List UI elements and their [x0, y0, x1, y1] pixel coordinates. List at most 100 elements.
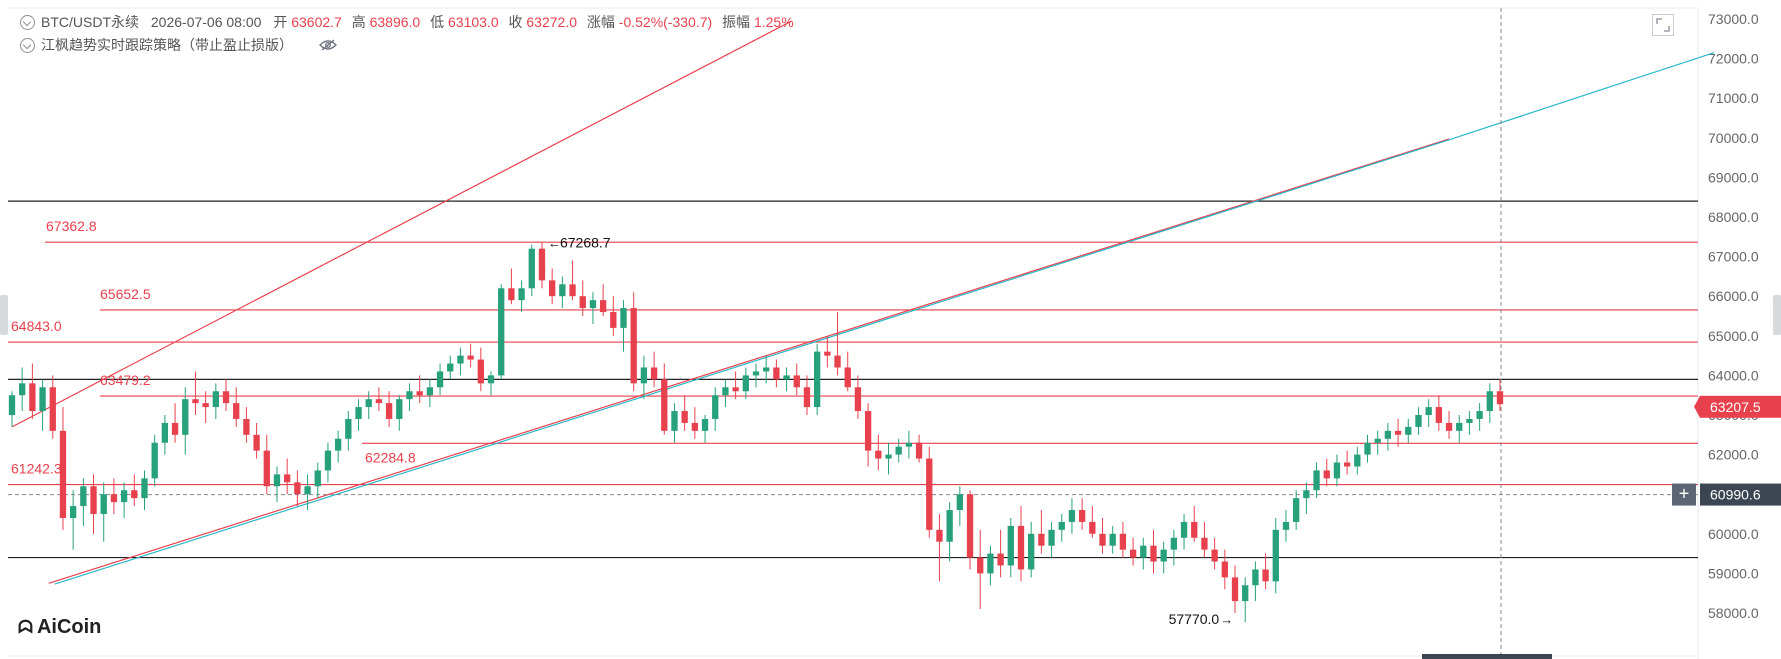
candle-body [120, 490, 128, 503]
change-label: 涨幅 [586, 14, 615, 30]
close-label: 收 [508, 14, 523, 30]
candle-body [987, 553, 994, 574]
candle-body [375, 399, 383, 404]
candle-body [895, 446, 902, 455]
candle-body [875, 450, 882, 459]
candle-body [161, 422, 169, 443]
candle-body [49, 387, 56, 431]
current-price-label: 63207.5 [1710, 399, 1761, 415]
candle-body [1099, 533, 1106, 546]
candle-body [436, 371, 444, 388]
left-resize-handle[interactable] [0, 295, 8, 335]
candle-body [1343, 462, 1351, 467]
candle-body [966, 494, 974, 558]
fullscreen-icon[interactable] [1652, 14, 1674, 36]
trend-channel-line [48, 138, 1450, 584]
candle-body [426, 387, 434, 396]
y-tick-label: 58000.0 [1708, 605, 1759, 621]
low-value: 63103.0 [448, 14, 499, 30]
candle-body [793, 375, 800, 388]
candle-body [273, 474, 281, 487]
candle-body [864, 411, 872, 451]
candle-body [1333, 462, 1341, 479]
candle-body [824, 351, 831, 356]
candle-body [1405, 426, 1412, 435]
candle-body [212, 391, 219, 408]
red-level-label: 63479.2 [100, 372, 151, 388]
candle-body [661, 379, 668, 431]
logo-text: AiCoin [36, 616, 102, 638]
candle-body [1313, 470, 1320, 491]
candle-body [355, 407, 362, 419]
amplitude-label: 振幅 [722, 14, 751, 30]
candle-body [1119, 533, 1127, 550]
red-level-label: 62284.8 [365, 449, 416, 465]
chevron-circle-icon[interactable] [20, 38, 35, 53]
candle-body [1435, 407, 1443, 423]
candle-body [447, 363, 454, 372]
candle-body [1282, 521, 1290, 530]
aicoin-logo-icon: ᗣ [18, 617, 33, 637]
candle-body [1394, 430, 1402, 435]
candle-body [1180, 521, 1188, 538]
y-tick-label: 62000.0 [1708, 447, 1759, 463]
candle-body [1456, 422, 1463, 431]
candle-body [1231, 577, 1239, 602]
candle-body [1303, 490, 1310, 499]
candle-body [732, 387, 739, 392]
high-annotation: 67268.7 [560, 235, 611, 251]
candle-body [263, 450, 270, 487]
candle-body [19, 383, 26, 396]
candle-body [783, 375, 790, 380]
candle-body [640, 367, 648, 384]
y-tick-label: 64000.0 [1708, 367, 1759, 383]
candle-body [334, 438, 342, 451]
red-level-label: 65652.5 [100, 286, 151, 302]
candle-body [1221, 561, 1228, 578]
candle-body [834, 355, 841, 368]
datetime: 2026-07-06 08:00 [150, 14, 262, 30]
open-value: 63602.7 [291, 14, 342, 30]
candle-body [538, 248, 546, 281]
y-tick-label: 67000.0 [1708, 249, 1759, 265]
candle-body [487, 375, 495, 384]
candle-body [1486, 391, 1493, 412]
candle-body [549, 280, 556, 297]
candle-body [100, 494, 107, 514]
candle-body [222, 391, 230, 404]
symbol: BTC/USDT永续 [41, 14, 139, 30]
candle-body [192, 399, 199, 404]
eye-off-icon[interactable] [318, 39, 337, 51]
crosshair-plus-icon[interactable] [1672, 483, 1696, 506]
trend-channel-line [54, 139, 1450, 585]
candle-body [90, 486, 97, 514]
candle-body [518, 288, 525, 301]
indicator-name: 江枫趋势实时跟踪策略（带止盈止损版） [41, 37, 293, 53]
candle-body [1415, 415, 1422, 427]
candle-body [1252, 569, 1259, 586]
candle-body [701, 418, 709, 431]
candle-body [59, 430, 67, 518]
candle-body [1201, 537, 1208, 550]
candle-body [1323, 470, 1330, 479]
high-value: 63896.0 [369, 14, 421, 30]
candle-body [1262, 569, 1269, 582]
candle-body [1089, 521, 1096, 534]
candle-body [742, 375, 749, 392]
aicoin-logo: ᗣ AiCoin [18, 616, 101, 639]
candle-body [80, 486, 87, 507]
candle-body [1109, 533, 1116, 546]
current-price-tag [1700, 395, 1781, 418]
y-tick-label: 66000.0 [1708, 288, 1759, 304]
low-annotation: 57770.0 [1169, 611, 1220, 627]
y-tick-label: 68000.0 [1708, 209, 1759, 225]
candle-body [396, 399, 403, 419]
candle-body [813, 351, 821, 408]
candle-body [314, 470, 321, 487]
right-resize-handle[interactable] [1773, 295, 1781, 335]
candle-body [345, 418, 352, 439]
candle-body [650, 367, 658, 380]
chevron-circle-icon[interactable] [20, 15, 35, 30]
high-arrow: ← [548, 236, 561, 251]
